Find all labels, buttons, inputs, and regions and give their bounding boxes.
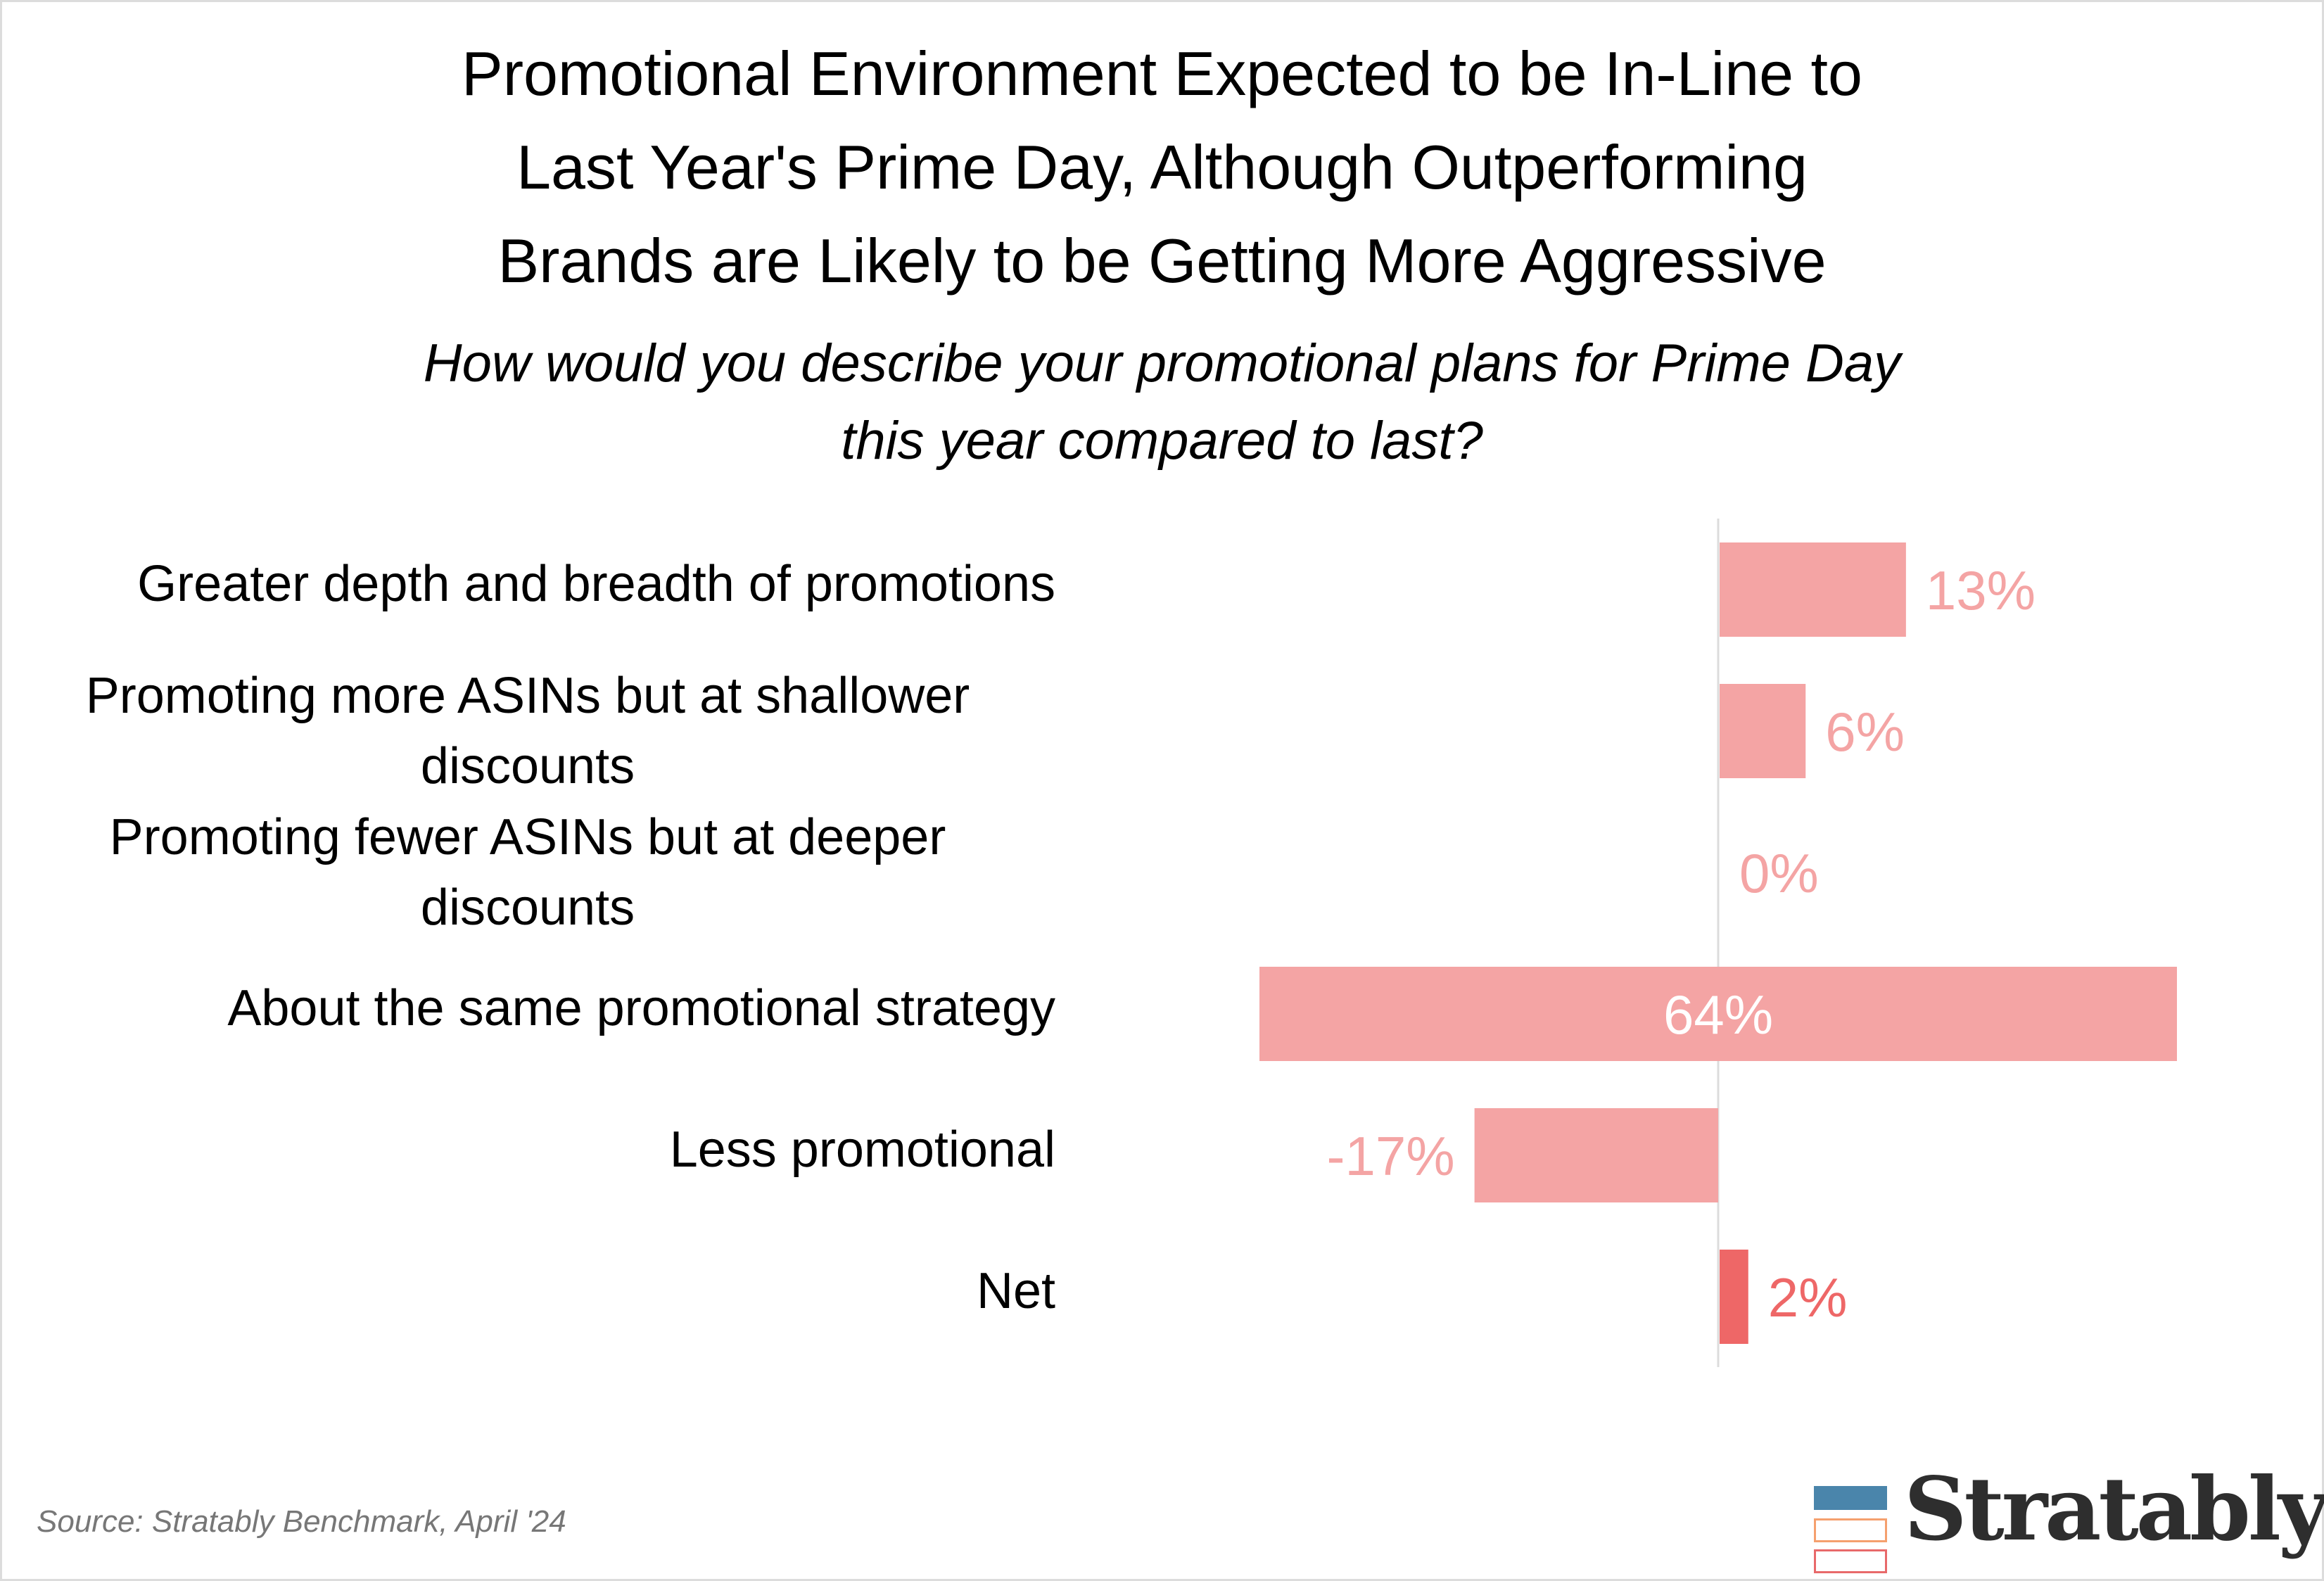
data-label: 6% bbox=[1825, 701, 1905, 763]
bar bbox=[1474, 1108, 1718, 1202]
category-label-line: discounts bbox=[420, 738, 635, 794]
subtitle-line: How would you describe your promotional … bbox=[423, 334, 1901, 393]
category-label: Promoting fewer ASINs but at deeper disco… bbox=[0, 802, 1055, 943]
stratably-logo: Stratably bbox=[1814, 1466, 2324, 1573]
title-line: Brands are Likely to be Getting More Agg… bbox=[497, 226, 1827, 296]
category-label: Less promotional bbox=[0, 1115, 1055, 1185]
data-label: 0% bbox=[1739, 842, 1819, 904]
category-label-line: Net bbox=[976, 1263, 1055, 1319]
chart-title: Promotional Environment Expected to be I… bbox=[0, 27, 2324, 307]
category-label: About the same promotional strategy bbox=[0, 973, 1055, 1043]
logo-orange-bar-icon bbox=[1814, 1518, 1887, 1542]
subtitle-line: this year compared to last? bbox=[841, 411, 1483, 471]
data-label: 2% bbox=[1768, 1266, 1848, 1328]
category-label: Greater depth and breadth of promotions bbox=[0, 549, 1055, 619]
logo-red-bar-icon bbox=[1814, 1549, 1887, 1573]
category-label-line: About the same promotional strategy bbox=[227, 980, 1055, 1036]
bar bbox=[1720, 1250, 1748, 1344]
data-label: -17% bbox=[1327, 1125, 1455, 1187]
title-line: Last Year's Prime Day, Although Outperfo… bbox=[516, 132, 1808, 202]
category-label-line: Greater depth and breadth of promotions bbox=[137, 556, 1055, 612]
bar bbox=[1720, 542, 1906, 637]
data-label: 13% bbox=[1926, 559, 2036, 621]
chart-subtitle: How would you describe your promotional … bbox=[0, 325, 2324, 480]
source-note: Source: Stratably Benchmark, April '24 bbox=[37, 1504, 566, 1539]
category-label-line: discounts bbox=[420, 880, 635, 936]
category-label: Net bbox=[0, 1256, 1055, 1326]
logo-blue-bar-icon bbox=[1814, 1486, 1887, 1510]
category-label-line: Promoting fewer ASINs but at deeper bbox=[109, 809, 946, 865]
category-label: Promoting more ASINs but at shallower dis… bbox=[0, 661, 1055, 801]
bar bbox=[1259, 967, 2177, 1061]
title-line: Promotional Environment Expected to be I… bbox=[462, 39, 1862, 108]
data-label: 64% bbox=[1663, 984, 1773, 1046]
bar bbox=[1720, 684, 1806, 778]
category-label-line: Less promotional bbox=[669, 1122, 1055, 1178]
logo-wordmark: Stratably bbox=[1904, 1459, 2324, 1561]
category-label-line: Promoting more ASINs but at shallower bbox=[85, 668, 970, 724]
